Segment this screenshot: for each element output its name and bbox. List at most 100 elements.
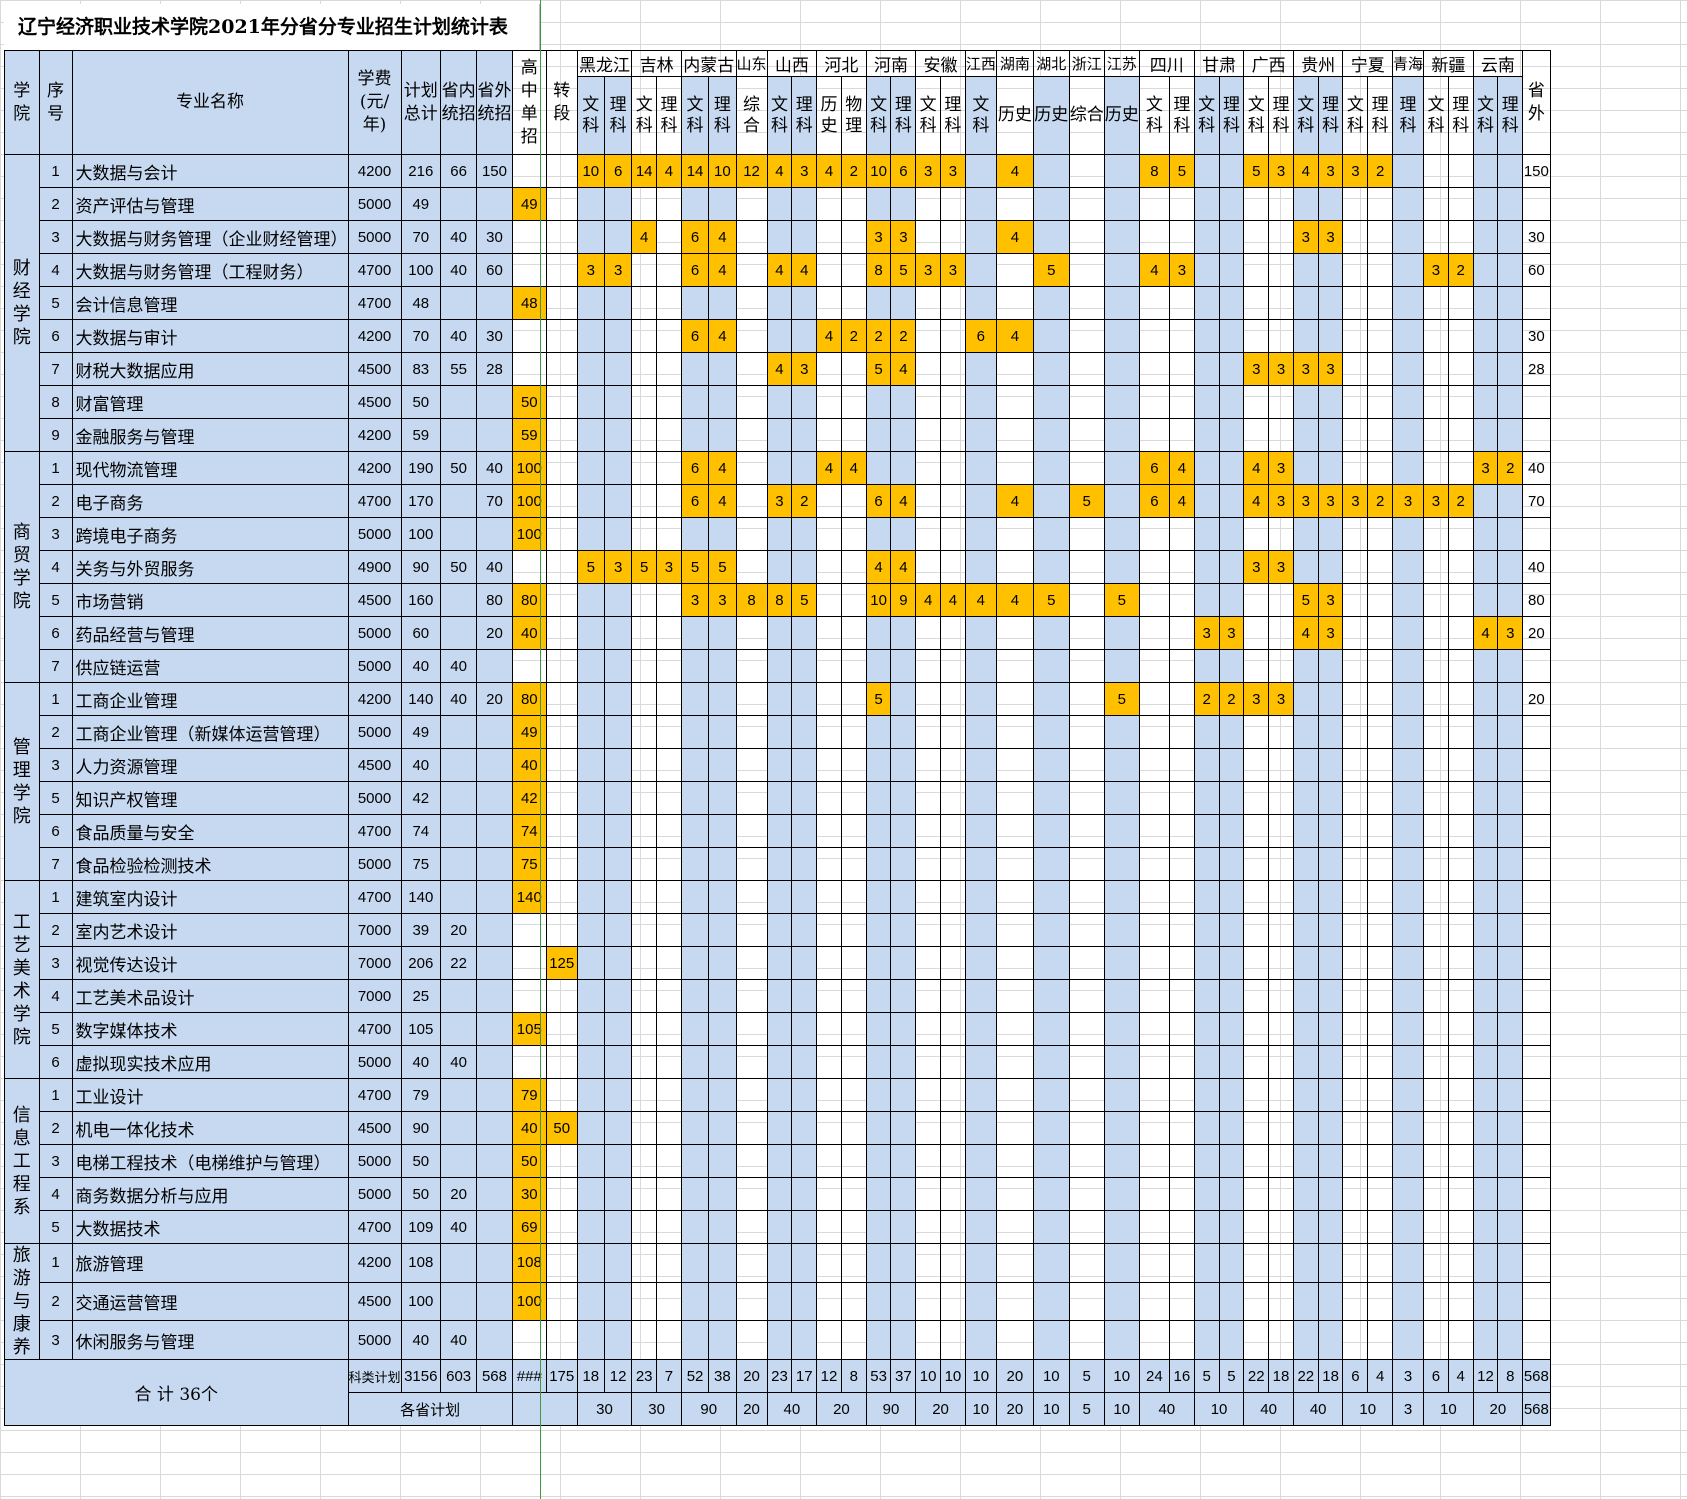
province-value-cell[interactable] bbox=[656, 385, 682, 419]
header-province[interactable]: 浙江 bbox=[1068, 50, 1105, 77]
province-value-cell[interactable] bbox=[680, 847, 710, 881]
province-value-cell[interactable] bbox=[1472, 1012, 1499, 1046]
province-total-cell[interactable]: 90 bbox=[865, 1392, 917, 1426]
province-value-cell[interactable] bbox=[995, 1111, 1034, 1145]
subtotal-cell[interactable]: 22 bbox=[1292, 1359, 1319, 1393]
province-value-cell[interactable] bbox=[1447, 616, 1474, 650]
province-value-cell[interactable] bbox=[1169, 583, 1195, 617]
in-province-cell[interactable]: 22 bbox=[440, 946, 478, 980]
province-value-cell[interactable] bbox=[631, 583, 658, 617]
province-value-cell[interactable] bbox=[1447, 220, 1474, 254]
province-value-cell[interactable] bbox=[1317, 781, 1344, 815]
province-value-cell[interactable] bbox=[1138, 1111, 1171, 1145]
province-value-cell[interactable]: 4 bbox=[631, 220, 658, 254]
province-value-cell[interactable] bbox=[1169, 418, 1195, 452]
province-value-cell[interactable] bbox=[1472, 220, 1499, 254]
province-value-cell[interactable] bbox=[1317, 517, 1344, 551]
province-value-cell[interactable] bbox=[995, 517, 1034, 551]
province-value-cell[interactable] bbox=[1292, 1243, 1319, 1283]
in-province-cell[interactable] bbox=[440, 1144, 478, 1178]
major-name[interactable]: 会计信息管理 bbox=[71, 286, 349, 320]
in-province-cell[interactable]: 66 bbox=[440, 154, 478, 188]
province-value-cell[interactable] bbox=[1218, 352, 1245, 386]
province-value-cell[interactable] bbox=[603, 187, 633, 221]
province-value-cell[interactable] bbox=[603, 814, 633, 848]
province-value-cell[interactable] bbox=[840, 781, 867, 815]
province-value-cell[interactable] bbox=[1423, 1111, 1449, 1145]
province-value-cell[interactable]: 3 bbox=[940, 253, 966, 287]
province-value-cell[interactable] bbox=[1268, 616, 1294, 650]
province-value-cell[interactable] bbox=[964, 682, 997, 716]
out-province-cell[interactable] bbox=[476, 880, 513, 914]
subtotal-cell[interactable]: 5 bbox=[1218, 1359, 1245, 1393]
row1-label[interactable]: 科类计划 bbox=[347, 1359, 402, 1393]
gaozhong-cell[interactable] bbox=[511, 913, 547, 947]
province-value-cell[interactable] bbox=[1103, 319, 1140, 353]
province-value-cell[interactable] bbox=[890, 451, 917, 485]
province-value-cell[interactable] bbox=[865, 781, 892, 815]
header-plan-total[interactable]: 计划总计 bbox=[400, 50, 442, 155]
province-value-cell[interactable] bbox=[995, 847, 1034, 881]
province-value-cell[interactable] bbox=[656, 1144, 682, 1178]
seq-cell[interactable]: 3 bbox=[38, 946, 73, 980]
zhuanduan-cell[interactable] bbox=[545, 583, 578, 617]
province-value-cell[interactable]: 4 bbox=[940, 583, 966, 617]
province-value-cell[interactable] bbox=[1447, 748, 1474, 782]
province-value-cell[interactable] bbox=[576, 418, 605, 452]
out-province-cell[interactable]: 60 bbox=[476, 253, 513, 287]
plan-total-cell[interactable]: 42 bbox=[400, 781, 442, 815]
province-value-cell[interactable] bbox=[1268, 1078, 1294, 1112]
province-value-cell[interactable] bbox=[1268, 913, 1294, 947]
province-value-cell[interactable] bbox=[1218, 946, 1245, 980]
seq-cell[interactable]: 4 bbox=[38, 1177, 73, 1211]
header-subject[interactable]: 理科 bbox=[1169, 76, 1195, 155]
province-value-cell[interactable] bbox=[1447, 319, 1474, 353]
province-value-cell[interactable] bbox=[656, 1281, 682, 1322]
province-value-cell[interactable] bbox=[1218, 715, 1245, 749]
province-value-cell[interactable] bbox=[995, 1210, 1034, 1244]
zhuanduan-cell[interactable] bbox=[545, 814, 578, 848]
province-value-cell[interactable] bbox=[656, 286, 682, 320]
province-value-cell[interactable] bbox=[1218, 253, 1245, 287]
province-value-cell[interactable]: 4 bbox=[708, 451, 737, 485]
province-value-cell[interactable] bbox=[1497, 484, 1524, 518]
province-value-cell[interactable] bbox=[766, 1078, 793, 1112]
province-value-cell[interactable] bbox=[1367, 847, 1394, 881]
out-total-cell[interactable]: 150 bbox=[1522, 154, 1551, 188]
province-value-cell[interactable] bbox=[1103, 385, 1140, 419]
province-value-cell[interactable] bbox=[656, 616, 682, 650]
province-value-cell[interactable] bbox=[1367, 253, 1394, 287]
province-value-cell[interactable] bbox=[995, 748, 1034, 782]
out-total-cell[interactable] bbox=[1522, 1243, 1551, 1283]
province-value-cell[interactable] bbox=[766, 682, 793, 716]
province-value-cell[interactable] bbox=[735, 451, 768, 485]
province-value-cell[interactable] bbox=[1292, 253, 1319, 287]
province-value-cell[interactable]: 10 bbox=[865, 583, 892, 617]
out-total-cell[interactable]: 20 bbox=[1522, 682, 1551, 716]
province-value-cell[interactable] bbox=[1138, 715, 1171, 749]
out-total-cell[interactable] bbox=[1522, 715, 1551, 749]
province-value-cell[interactable] bbox=[964, 286, 997, 320]
province-value-cell[interactable] bbox=[1497, 1243, 1524, 1283]
province-value-cell[interactable] bbox=[995, 649, 1034, 683]
header-province[interactable]: 江苏 bbox=[1103, 50, 1140, 77]
province-value-cell[interactable] bbox=[865, 1281, 892, 1322]
province-value-cell[interactable] bbox=[576, 1012, 605, 1046]
province-value-cell[interactable] bbox=[1068, 154, 1105, 188]
province-value-cell[interactable] bbox=[576, 286, 605, 320]
province-value-cell[interactable]: 3 bbox=[1268, 550, 1294, 584]
province-value-cell[interactable] bbox=[1193, 748, 1220, 782]
in-province-cell[interactable] bbox=[440, 187, 478, 221]
subtotal-cell[interactable]: 8 bbox=[1497, 1359, 1524, 1393]
province-value-cell[interactable] bbox=[1268, 418, 1294, 452]
out-total-cell[interactable] bbox=[1522, 1045, 1551, 1079]
province-value-cell[interactable] bbox=[940, 946, 966, 980]
province-value-cell[interactable] bbox=[656, 715, 682, 749]
province-value-cell[interactable] bbox=[1317, 1320, 1344, 1360]
province-value-cell[interactable] bbox=[603, 880, 633, 914]
province-value-cell[interactable]: 8 bbox=[865, 253, 892, 287]
zhuanduan-cell[interactable] bbox=[545, 913, 578, 947]
province-total-cell[interactable]: 90 bbox=[680, 1392, 737, 1426]
province-value-cell[interactable] bbox=[1392, 781, 1425, 815]
province-value-cell[interactable] bbox=[708, 616, 737, 650]
